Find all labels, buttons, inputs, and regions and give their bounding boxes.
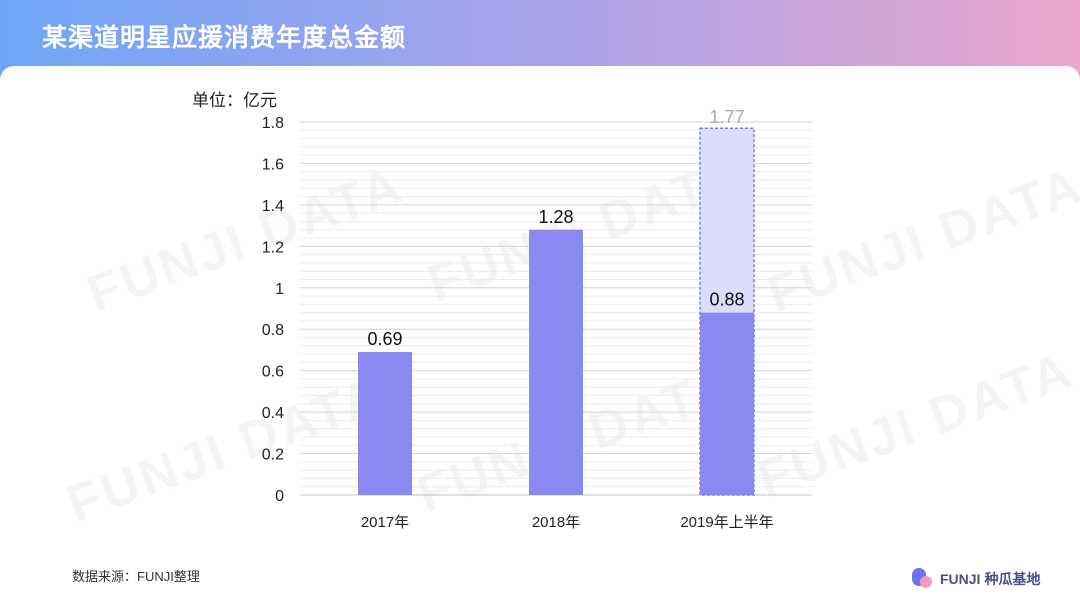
brand-name-cn: 种瓜基地: [984, 571, 1041, 587]
unit-label: 单位：亿元: [192, 91, 277, 110]
y-tick-label: 1.8: [262, 115, 284, 132]
bar-value-label: 0.69: [367, 329, 402, 349]
brand-name-latin: FUNJI: [940, 571, 981, 587]
brand-logo-icon: [912, 568, 934, 590]
y-tick-label: 1.2: [262, 239, 284, 256]
data-source-note: 数据来源：FUNJI整理: [72, 569, 200, 584]
y-tick-label: 0.2: [262, 447, 284, 464]
x-tick-label: 2017年: [361, 514, 409, 531]
projected-value-label: 1.77: [709, 107, 744, 127]
bar: [700, 312, 754, 495]
x-tick-label: 2019年上半年: [680, 514, 773, 531]
brand: FUNJI 种瓜基地: [912, 568, 1040, 590]
y-tick-label: 0.6: [262, 364, 284, 381]
x-tick-label: 2018年: [532, 514, 580, 531]
bar-value-label: 0.88: [709, 290, 744, 310]
bar: [358, 352, 412, 495]
y-tick-label: 1: [275, 281, 284, 298]
y-tick-label: 0.4: [262, 405, 284, 422]
bar-value-label: 1.28: [538, 207, 573, 227]
bar: [529, 229, 583, 495]
y-tick-label: 1.6: [262, 156, 284, 173]
y-tick-label: 0: [275, 488, 284, 505]
page-title: 某渠道明星应援消费年度总金额: [42, 24, 407, 52]
y-tick-label: 0.8: [262, 322, 284, 339]
y-tick-label: 1.4: [262, 198, 284, 215]
